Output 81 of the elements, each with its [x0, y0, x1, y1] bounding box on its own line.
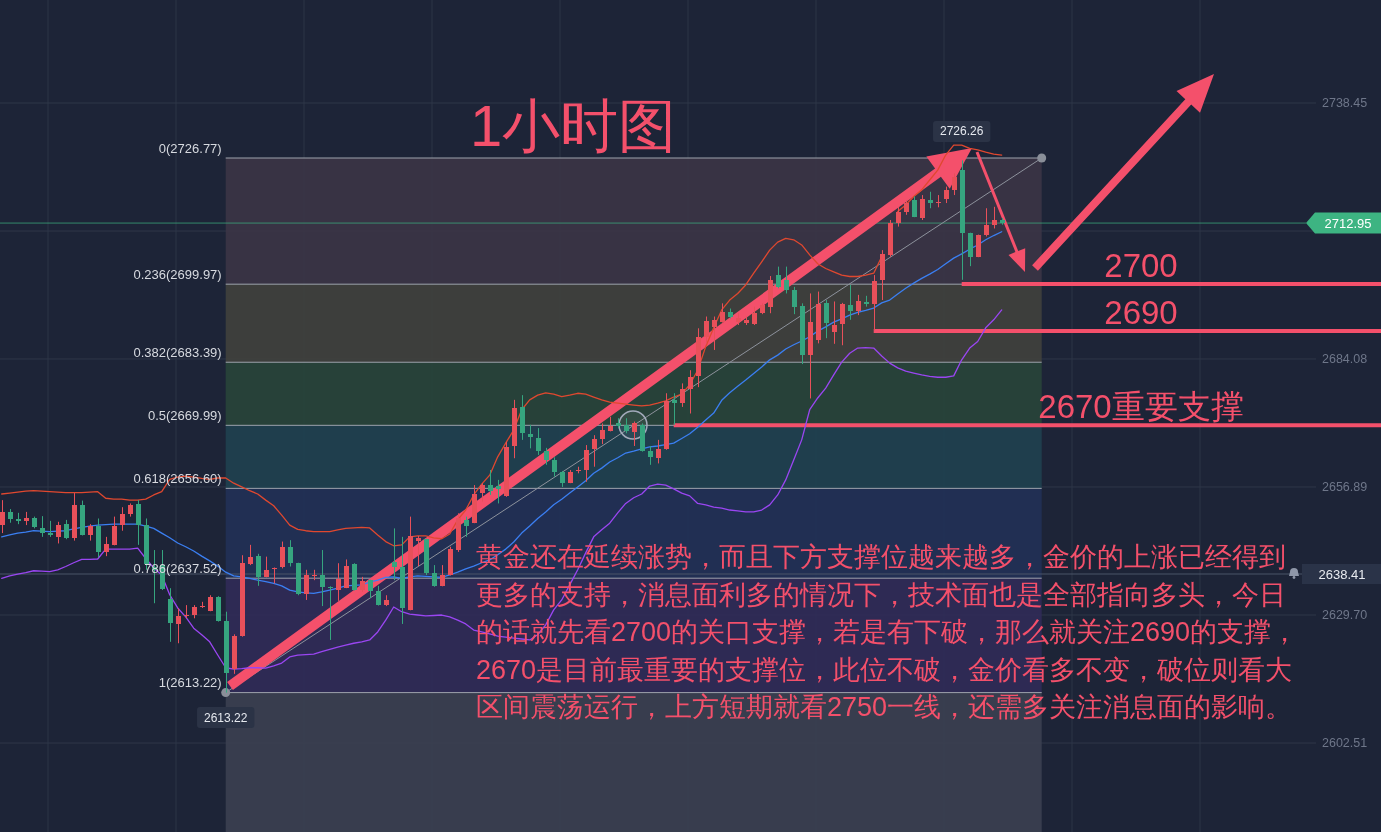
candlestick: [320, 549, 325, 607]
band-label: 0.236(2699.97): [133, 266, 222, 282]
candlestick: [984, 207, 989, 237]
y-tick-label: 2629.70: [1322, 608, 1368, 623]
candlestick: [0, 499, 5, 534]
candlestick: [272, 566, 277, 584]
candlestick: [792, 286, 797, 315]
band-label: 0.382(2683.39): [133, 344, 222, 360]
text: 1小时图: [470, 93, 677, 158]
candlestick: [64, 519, 69, 540]
band-label: 0.5(2669.99): [147, 407, 222, 423]
candlestick: [328, 585, 333, 641]
y-tick-label: 2602.51: [1322, 736, 1368, 751]
annotation: 2726.26: [940, 124, 984, 139]
candlestick: [312, 569, 317, 581]
candlestick: [488, 469, 493, 496]
band-label: 0(2726.77): [158, 140, 222, 156]
candlestick: [216, 595, 221, 623]
candlestick: [704, 316, 709, 344]
candlestick: [592, 434, 597, 468]
candlestick: [776, 266, 781, 289]
candlestick: [600, 422, 605, 445]
candlestick: [40, 515, 45, 538]
candlestick: [256, 553, 261, 587]
candlestick: [392, 527, 397, 581]
candlestick: [656, 439, 661, 464]
candlestick: [344, 558, 349, 589]
candlestick: [856, 294, 861, 316]
y-tick-label: 2738.45: [1322, 96, 1368, 111]
candlestick: [528, 424, 533, 449]
candlestick: [112, 516, 117, 546]
candlestick: [416, 535, 421, 567]
ref-line-label: 2638.41: [1318, 566, 1366, 582]
candlestick: [464, 516, 469, 538]
candlestick: [104, 536, 109, 557]
candlestick: [688, 369, 693, 414]
candlestick: [336, 562, 341, 602]
ref-line-label: 2712.95: [1324, 215, 1372, 231]
ref-line-label: 2690: [1104, 293, 1178, 331]
annotation: 2613.22: [204, 710, 248, 725]
candlestick: [432, 564, 437, 588]
candlestick: [840, 302, 845, 346]
candlestick: [248, 544, 253, 566]
candlestick: [896, 206, 901, 228]
candlestick: [536, 427, 541, 456]
candlestick: [712, 316, 717, 351]
candlestick: [496, 479, 501, 504]
band-label: 1(2613.22): [158, 675, 222, 691]
candlestick: [304, 569, 309, 601]
y-tick-label: 2684.08: [1322, 351, 1368, 366]
candlestick: [752, 306, 757, 326]
candlestick: [784, 266, 789, 294]
candlestick: [168, 587, 173, 643]
candlestick: [184, 604, 189, 619]
candlestick: [968, 232, 973, 267]
candlestick: [584, 444, 589, 483]
candlestick: [56, 521, 61, 544]
candlestick: [280, 541, 285, 569]
candlestick: [936, 194, 941, 208]
candlestick: [552, 456, 557, 478]
candlestick: [120, 506, 125, 532]
candlestick: [680, 382, 685, 408]
candlestick: [848, 284, 853, 321]
candlestick: [952, 172, 957, 196]
candlestick: [632, 421, 637, 447]
y-tick-label: 2656.89: [1322, 480, 1368, 494]
candlestick: [992, 206, 997, 229]
candlestick: [480, 482, 485, 503]
candlestick: [872, 274, 877, 331]
ref-line-label: 2700: [1104, 246, 1178, 284]
ref-line-label: 2670重要支撑: [1038, 387, 1244, 425]
candlestick: [648, 445, 653, 466]
candlestick: [136, 499, 141, 546]
candlestick: [376, 585, 381, 607]
candlestick: [920, 194, 925, 221]
candlestick: [720, 302, 725, 324]
candlestick: [672, 392, 677, 426]
candlestick: [176, 607, 181, 644]
candlestick: [288, 539, 293, 568]
candlestick: [832, 300, 837, 345]
candlestick: [824, 299, 829, 339]
